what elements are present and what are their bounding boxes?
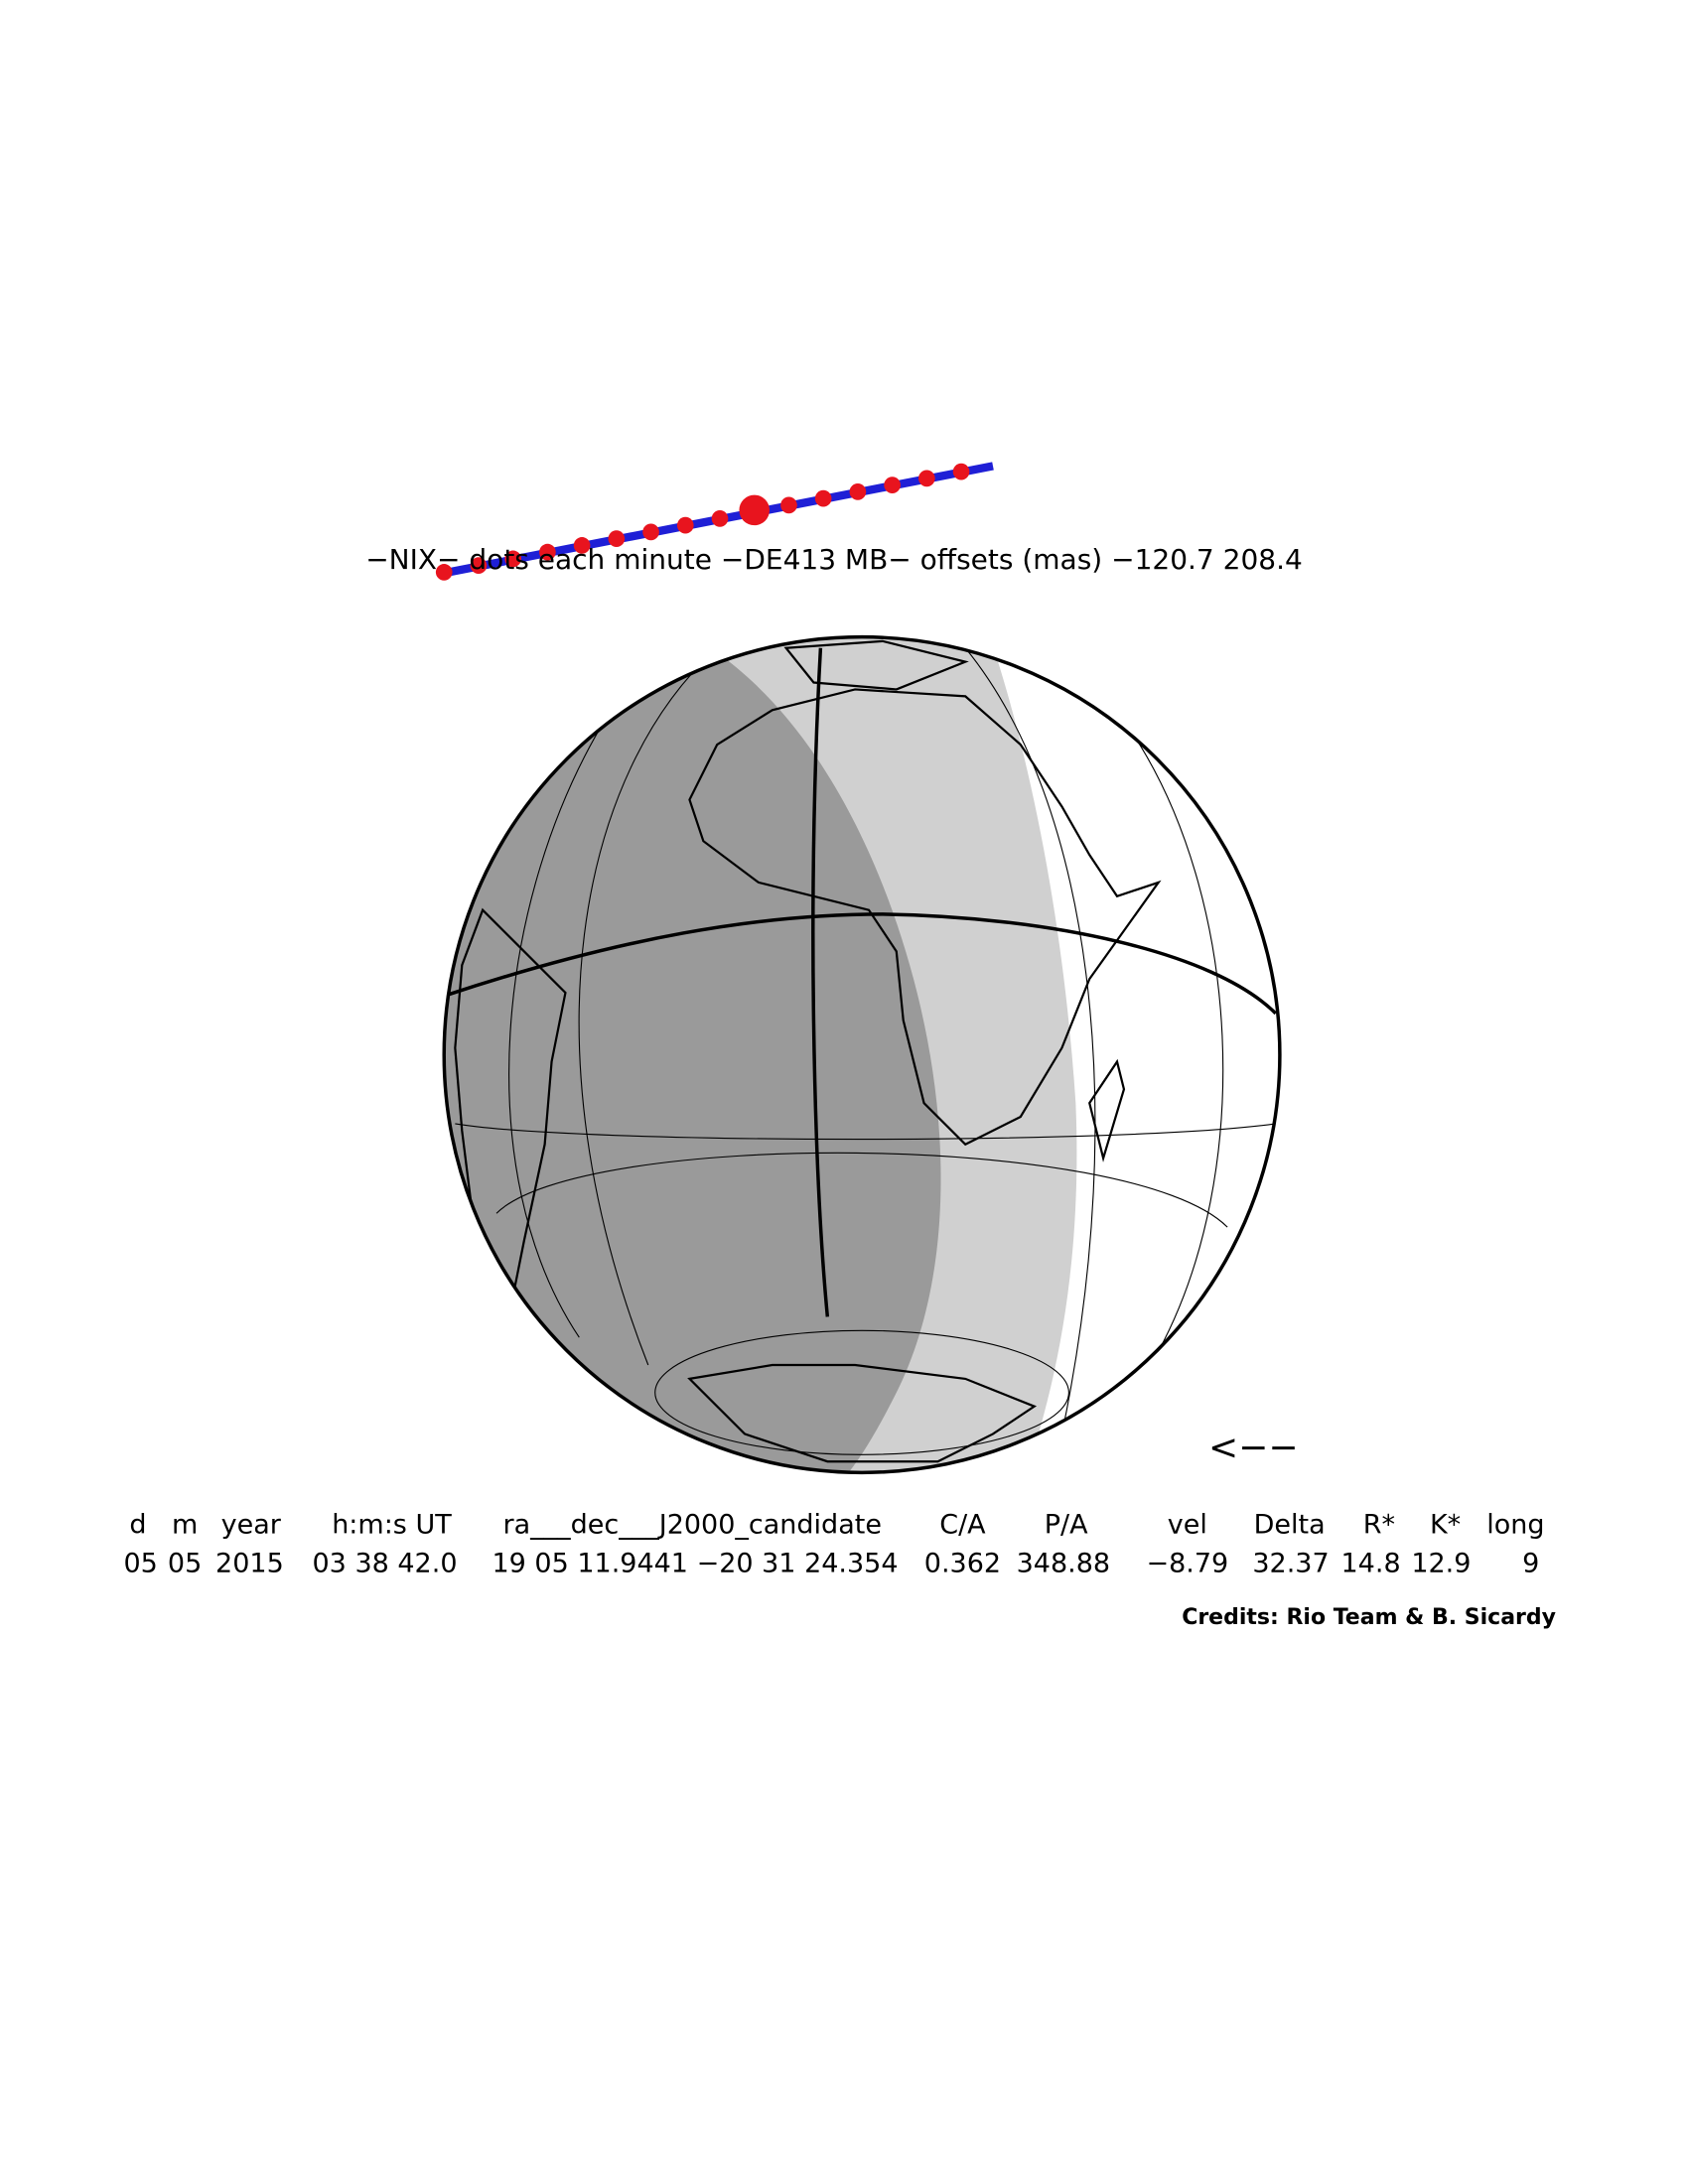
texts: −NIX− dots each minute −DE413 MB− offset… (123, 543, 1556, 1630)
table-value: 0.362 (924, 1548, 1001, 1578)
map-group (435, 462, 1282, 1475)
globe (444, 636, 1280, 1473)
table-value: −8.79 (1146, 1548, 1228, 1578)
central-meridian (811, 647, 830, 1317)
table-header: m (172, 1509, 198, 1540)
coastlines (454, 639, 1162, 1463)
table-header: K* (1430, 1509, 1461, 1540)
minute-dot (642, 523, 659, 541)
shadow-path (435, 462, 994, 581)
table-value: 2015 (215, 1548, 284, 1578)
credits: Credits: Rio Team & B. Sicardy (1182, 1605, 1556, 1630)
minute-dots (435, 463, 970, 581)
table-header: R* (1363, 1509, 1395, 1540)
table-value: 12.9 (1411, 1548, 1471, 1578)
table-header: year (221, 1509, 282, 1540)
graticule (455, 647, 1276, 1455)
minute-dot (849, 483, 867, 500)
table-header: long (1486, 1509, 1544, 1540)
minute-dot (814, 489, 832, 507)
table-header: Delta (1254, 1509, 1326, 1540)
minute-dot (504, 550, 522, 568)
minute-dot (884, 477, 901, 493)
minute-dot (539, 543, 556, 561)
minute-dot (435, 564, 453, 581)
table-header: d (129, 1509, 146, 1540)
table-value: 9 (1522, 1548, 1539, 1578)
minute-dot (676, 516, 694, 534)
table-value: 32.37 (1252, 1548, 1329, 1578)
equator (445, 912, 1277, 1016)
minute-dot (573, 537, 591, 554)
minute-dot (608, 530, 626, 547)
minute-dot (470, 557, 488, 574)
table-value: 03 38 42.0 (313, 1548, 458, 1578)
title: −NIX− dots each minute −DE413 MB− offset… (365, 543, 1303, 576)
table-header: C/A (939, 1509, 986, 1540)
table-value: 348.88 (1017, 1548, 1110, 1578)
shadow-band (444, 636, 941, 1473)
minute-dot (780, 496, 797, 514)
closest-approach-dot (739, 494, 771, 526)
table-value: 19 05 11.9441 −20 31 24.354 (492, 1548, 898, 1578)
table-header: ra___dec___J2000_candidate (503, 1509, 882, 1540)
table-value: 14.8 (1341, 1548, 1401, 1578)
table-header: h:m:s UT (332, 1509, 452, 1540)
direction-arrow: <−− (1208, 1428, 1299, 1468)
table-header: P/A (1045, 1509, 1088, 1540)
minute-dot (711, 510, 729, 527)
table-value: 05 (168, 1548, 202, 1578)
table-header: vel (1168, 1509, 1207, 1540)
minute-dot (918, 470, 935, 487)
globe-outline (442, 634, 1282, 1475)
minute-dot (952, 463, 970, 480)
table-value: 05 (123, 1548, 157, 1578)
